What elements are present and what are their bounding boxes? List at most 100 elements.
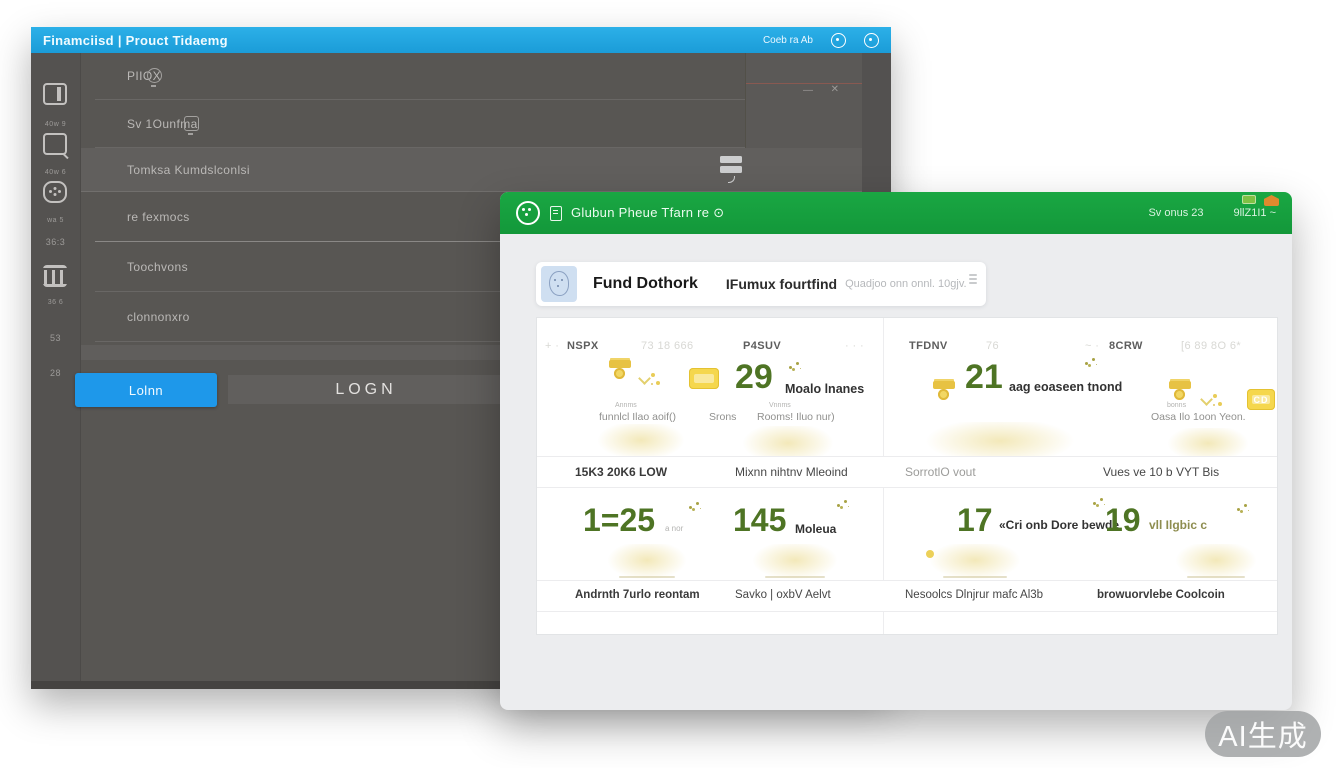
gamepad-icon[interactable] — [43, 181, 67, 203]
label-strip: Andrnth 7urlo reontam Savko | oxbV Aelvt… — [537, 580, 1277, 612]
stat-value: 19 — [1105, 502, 1141, 538]
search-doc-icon[interactable] — [43, 133, 67, 155]
sidebar-label: wa 5 — [47, 217, 64, 224]
server-icon[interactable] — [720, 156, 742, 183]
field-placeholder: re fexmocs — [127, 209, 190, 224]
app-logo-icon — [516, 201, 540, 225]
strip-label: Andrnth 7urlo reontam — [575, 589, 700, 601]
flag-badge-icon — [1242, 195, 1256, 204]
building-icon[interactable] — [43, 265, 67, 287]
sub-label: funnlcl Ilao aoif() — [599, 411, 677, 423]
stamp-icon[interactable] — [183, 116, 199, 135]
stat-label: Moleua — [795, 522, 837, 536]
strip-label: Mixnn nihtnv Mleoind — [735, 465, 848, 479]
field-placeholder: Tomksa Kumdslconlsi — [127, 162, 250, 177]
tab-decoration: + · — [545, 340, 560, 352]
sparkle-icon — [789, 366, 792, 369]
strip-label: Nesoolcs Dlnjrur mafc Al3b — [905, 589, 1044, 601]
contact-icon[interactable] — [147, 68, 163, 87]
more-icon[interactable] — [969, 274, 977, 284]
titlebar-status-left[interactable]: Sv onus 23 — [1148, 207, 1204, 219]
divider — [746, 83, 863, 84]
book-icon[interactable] — [43, 83, 67, 105]
credentials-field[interactable]: Tomksa Kumdslconlsi — [81, 148, 862, 192]
label-strip: 15K3 20K6 LOW Mixnn nihtnv Mleoind Sorro… — [537, 456, 1277, 488]
stat-label: aag eoaseen tnond — [1009, 380, 1123, 394]
sketch-blob — [929, 544, 1021, 580]
sub-label: Rooms! Iluo nur) — [757, 411, 835, 423]
login-sidebar: 40w 9 40w 6 wa 5 36:3 36 6 53 28 — [31, 53, 81, 681]
fund-subtitle: IFumux fourtfind — [725, 276, 838, 292]
sparkle-icon — [1093, 502, 1096, 505]
back-window-title: Finamciisd | Prouct Tidaemg — [43, 32, 228, 48]
sketch-blob — [607, 544, 687, 580]
login-button[interactable]: Lolnn — [75, 373, 217, 407]
stats-panel: + · NSPX 73 18 666 P4SUV · · · TFDNV 76 … — [536, 317, 1278, 635]
tab-ghost: [6 89 8O 6* — [1181, 340, 1242, 352]
minimize-icon[interactable]: — — [803, 85, 813, 96]
ai-generated-watermark: AI生成 — [1205, 711, 1321, 757]
strip-label: browuorvlebe Coolcoin — [1097, 589, 1225, 601]
field-placeholder: clonnonxro — [127, 309, 190, 324]
tab-p4suv[interactable]: P4SUV — [743, 340, 782, 352]
bank-card-icon: CD — [1247, 389, 1275, 410]
stat-label: vll Ilgbic c — [1149, 518, 1208, 532]
sparkle-icon — [1237, 508, 1240, 511]
strip-label: Savko | oxbV Aelvt — [735, 589, 831, 601]
close-icon[interactable]: ✕ — [830, 84, 839, 95]
titlebar-status-text: Coeb ra Ab — [762, 34, 813, 46]
touchpoints-field[interactable]: Toochvons — [95, 242, 745, 292]
front-window-titlebar[interactable]: Glubun Pheue Tfarn re ⊙ Sv onus 23 9llZ1… — [500, 192, 1292, 234]
sketch-blob — [752, 544, 838, 580]
sketch-blob — [1175, 544, 1257, 580]
stat-value: 1=25 — [583, 502, 656, 538]
tab-ghost: 73 18 666 — [641, 340, 694, 352]
sub-tiny-label: bonns — [1167, 402, 1187, 409]
back-window-titlebar[interactable]: Finamciisd | Prouct Tidaemg Coeb ra Ab — [31, 27, 891, 53]
tab-tfdnv[interactable]: TFDNV — [909, 340, 948, 352]
document-icon[interactable] — [550, 205, 562, 221]
sketch-blob — [597, 424, 685, 460]
login-button-label: Lolnn — [128, 382, 164, 398]
strip-label: 15K3 20K6 LOW — [575, 465, 668, 479]
sidebar-label: 40w 9 — [44, 121, 67, 128]
sidebar-label: 36:3 — [45, 237, 66, 247]
sub-label: Oasa Ilo 1oon Yeon. — [1151, 411, 1246, 423]
stat-label: a nor — [665, 524, 684, 533]
fund-title: Fund Dothork — [593, 275, 698, 292]
stat-label: «Cri onb Dore bewde — [999, 518, 1120, 532]
sub-label: Srons — [709, 411, 737, 423]
sidebar-label: 53 — [49, 333, 61, 343]
tab-nspx[interactable]: NSPX — [567, 340, 599, 352]
tab-ghost: 76 — [986, 340, 1000, 352]
eye-icon[interactable] — [831, 32, 846, 48]
bank-card-icon — [689, 368, 719, 389]
sub-tiny-label: Vnnms — [769, 402, 791, 409]
field-placeholder: Sv 1Ounfma — [127, 116, 198, 131]
tab-8crw[interactable]: 8CRW — [1109, 340, 1143, 352]
account-field[interactable]: Sv 1Ounfma — [95, 100, 745, 148]
password-field[interactable]: re fexmocs — [95, 192, 745, 242]
fund-avatar — [541, 266, 577, 302]
fund-description: Quadjoo onn onnl. 10gjv. — [845, 278, 967, 290]
phone-field[interactable]: PIIOX — [95, 52, 745, 100]
extra-field[interactable]: clonnonxro — [95, 292, 745, 342]
user-icon[interactable] — [864, 32, 879, 48]
sparkle-icon — [1085, 362, 1088, 365]
stat-value: 21 — [965, 358, 1003, 396]
tab-dots: · · · — [845, 340, 865, 352]
sparkle-icon — [689, 506, 692, 509]
login-secondary-label: LOGN — [335, 380, 397, 398]
sidebar-label: 28 — [49, 368, 61, 378]
stat-value: 145 — [733, 502, 787, 538]
stat-value: 17 — [957, 502, 993, 538]
fund-header-card[interactable]: Fund Dothork IFumux fourtfind Quadjoo on… — [536, 262, 986, 306]
sidebar-label: 36 6 — [47, 299, 64, 306]
login-secondary-button[interactable]: LOGN — [228, 375, 504, 404]
watermark-label: AI生成 — [1218, 721, 1308, 753]
sidebar-label: 40w 6 — [44, 169, 67, 176]
tab-decoration: ~ · — [1085, 340, 1100, 352]
field-placeholder: Toochvons — [127, 259, 188, 274]
titlebar-status-right[interactable]: 9llZ1I1 ~ — [1233, 207, 1277, 219]
